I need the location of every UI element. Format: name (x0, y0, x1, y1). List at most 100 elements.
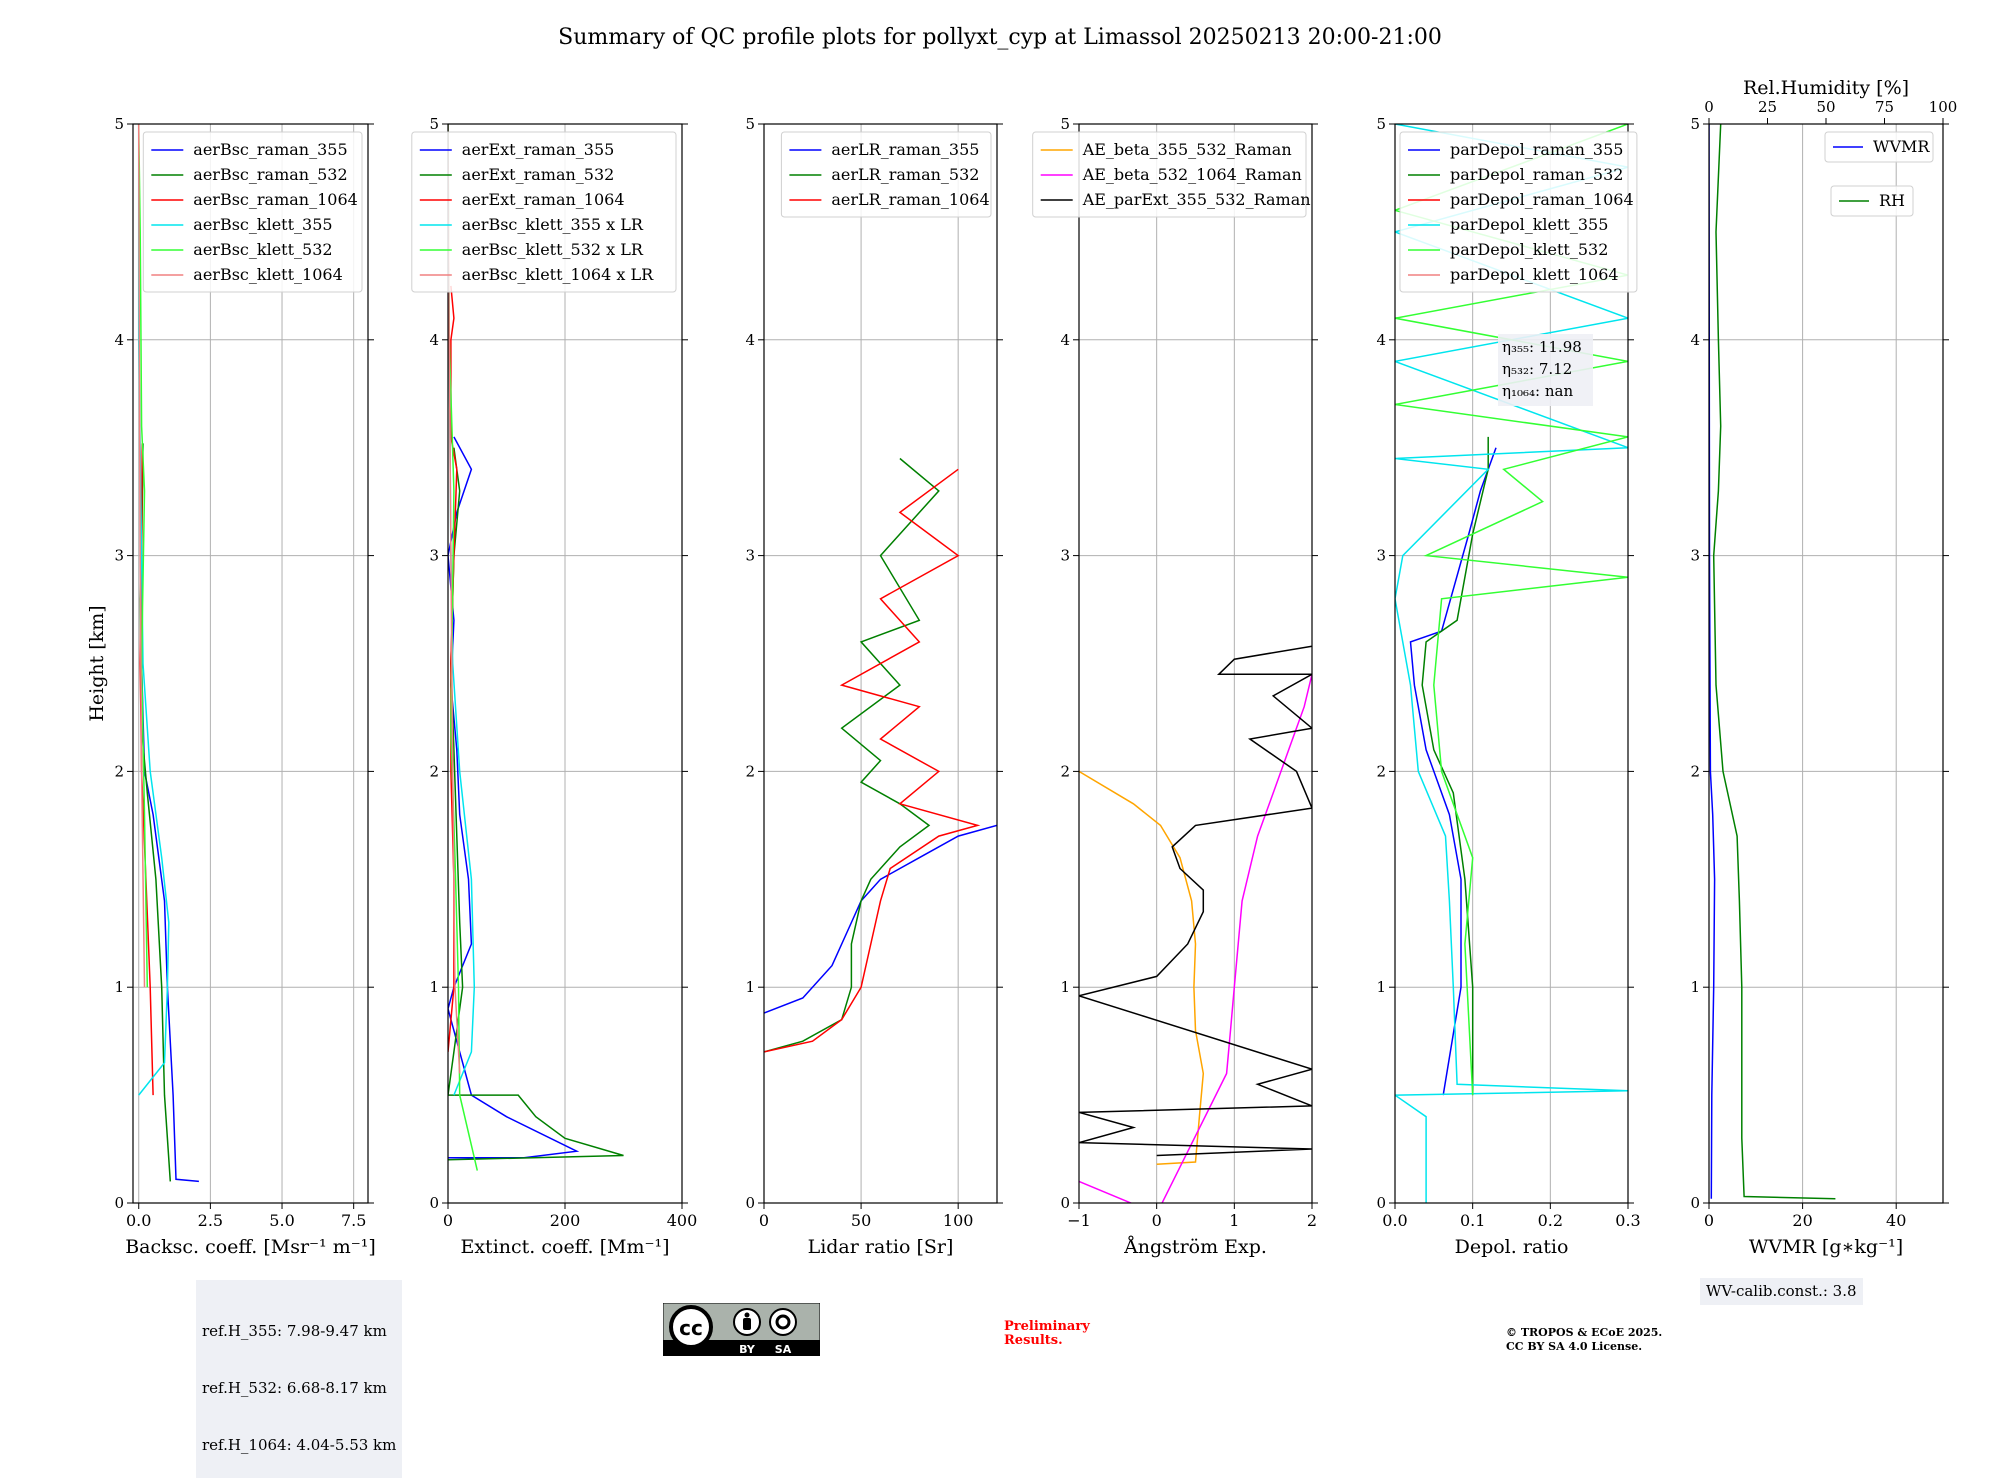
legend-label: AE_beta_355_532_Raman (1082, 140, 1292, 159)
legend-box (1824, 131, 1934, 163)
y-tick-label: 2 (114, 762, 124, 780)
annotation-line: η₅₃₂: 7.12 (1502, 360, 1572, 378)
y-tick-label: 0 (1060, 1194, 1070, 1212)
panel-bsc: 0.0 2.5 5.0 7.5 0 1 2 3 4 5 Backsc. coeff. [Msr⁻¹ … (86, 115, 376, 1258)
reference-height-box: ref.H_355: 7.98-9.47 km ref.H_532: 6.68-… (196, 1280, 403, 1478)
y-tick-label: 0 (1690, 1194, 1700, 1212)
y-axis-label: Height [km] (86, 605, 108, 721)
legend-box (411, 131, 677, 293)
y-tick-label: 2 (1690, 762, 1700, 780)
x2-tick-label: 0 (1704, 98, 1714, 116)
y-tick-label: 3 (1690, 547, 1700, 565)
y-tick-label: 1 (745, 978, 755, 996)
legend-label: aerExt_raman_355 (462, 140, 615, 159)
y-tick-label: 5 (1690, 115, 1700, 133)
legend-label: aerLR_raman_1064 (831, 190, 989, 209)
y-tick-label: 3 (429, 547, 439, 565)
axes-frame (1708, 123, 1944, 1204)
y-tick-label: 4 (1376, 331, 1386, 349)
legend-label: parDepol_klett_1064 (1450, 265, 1619, 284)
legend-label: parDepol_raman_355 (1450, 140, 1623, 159)
wv-calibration-box: WV-calib.const.: 3.8 (1700, 1278, 1863, 1305)
y-tick-label: 2 (745, 762, 755, 780)
panel-depol: 0.0 0.1 0.2 0.3 0 1 2 3 4 5 Depol. ratio parDepol_r… (1376, 115, 1640, 1258)
series-aerLR_raman_1064 (764, 468, 981, 1053)
y-tick-label: 3 (1060, 547, 1070, 565)
annotation-box (1498, 334, 1593, 406)
series-parDepol_klett_532 (1395, 124, 1628, 1096)
x-tick-label: 40 (1886, 1211, 1906, 1230)
series-parDepol_klett_355 (1395, 124, 1628, 1203)
series-group (1709, 124, 1836, 1200)
x-tick-label: 0.2 (1538, 1211, 1563, 1230)
x2-tick-label: 100 (1929, 98, 1958, 116)
y-tick-label: 5 (1376, 115, 1386, 133)
legend: aerExt_raman_355 aerExt_raman_532 aerExt_r… (411, 131, 677, 293)
grid (1078, 123, 1313, 1204)
legend-WVMR: WVMR (1824, 131, 1934, 163)
x-tick-label: 0.1 (1460, 1211, 1485, 1230)
y-tick-label: 1 (429, 978, 439, 996)
legend-box (1032, 131, 1307, 218)
y-tick-label: 0 (429, 1194, 439, 1212)
ref-height-355: ref.H_355: 7.98-9.47 km (202, 1322, 387, 1340)
legend-label: aerBsc_klett_1064 (193, 265, 342, 284)
cc-by-sa-license-badge[interactable]: cc BY SA (663, 1303, 820, 1356)
series-RH (1712, 124, 1836, 1200)
legend: aerLR_raman_355 aerLR_raman_532 aerLR_rama… (780, 131, 992, 218)
x-tick-label: 0.3 (1615, 1211, 1640, 1230)
legend-label: RH (1879, 191, 1905, 210)
y-tick-label: 5 (1060, 115, 1070, 133)
y-tick-label: 4 (114, 331, 124, 349)
figure-title: Summary of QC profile plots for pollyxt_… (558, 25, 1442, 50)
legend-label: parDepol_raman_532 (1450, 165, 1623, 184)
y-tick-label: 5 (429, 115, 439, 133)
x-tick-label: 1 (1229, 1211, 1239, 1230)
legend-label: aerBsc_raman_1064 (193, 190, 358, 209)
legend-label: aerLR_raman_532 (831, 165, 979, 184)
ref-height-1064: ref.H_1064: 4.04-5.53 km (202, 1436, 397, 1454)
series-aerBsc_klett_532 (137, 124, 149, 988)
y-tick-label: 1 (114, 978, 124, 996)
grid (1708, 123, 1943, 1204)
annotation-line: η₃₅₅: 11.98 (1502, 338, 1582, 356)
panel-wv: 0 20 40 0 1 2 3 4 5 WVMR [g∗kg⁻¹] 0 25 50 75 100 Rel.Hu… (1690, 77, 1957, 1258)
series-parDepol_raman_355 (1409, 447, 1497, 1096)
x-tick-label: 0.0 (126, 1211, 151, 1230)
x-axis-label: Backsc. coeff. [Msr⁻¹ m⁻¹] (125, 1236, 376, 1258)
y-tick-label: 3 (745, 547, 755, 565)
axes-frame (1394, 123, 1629, 1204)
x-tick-label: 400 (667, 1211, 698, 1230)
legend-label: aerExt_raman_532 (462, 165, 615, 184)
x-tick-label: 0 (443, 1211, 453, 1230)
x-tick-label: −1 (1067, 1211, 1091, 1230)
series-group (137, 124, 199, 1183)
legend: parDepol_raman_355 parDepol_raman_532 parD… (1399, 131, 1638, 293)
x-axis-label: Extinct. coeff. [Mm⁻¹] (460, 1236, 669, 1258)
x-tick-label: 0.0 (1382, 1211, 1407, 1230)
legend-label: aerBsc_raman_532 (193, 165, 347, 184)
x2-tick-label: 50 (1816, 98, 1835, 116)
series-AE_parExt_355_532_Raman (1079, 645, 1312, 1157)
x-axis-label: Lidar ratio [Sr] (808, 1236, 954, 1258)
legend-label: aerExt_raman_1064 (462, 190, 625, 209)
series-group (764, 457, 997, 1053)
series-group (448, 124, 624, 1171)
series-group (1395, 124, 1628, 1203)
y-tick-label: 2 (429, 762, 439, 780)
x-axis-label: WVMR [g∗kg⁻¹] (1749, 1236, 1903, 1258)
legend-label: aerBsc_klett_532 x LR (462, 240, 644, 259)
legend-box (1399, 131, 1638, 293)
legend: AE_beta_355_532_Raman AE_beta_532_1064_Ra… (1032, 131, 1311, 218)
attribution-icon (733, 1308, 761, 1336)
series-aerLR_raman_355 (764, 824, 997, 1014)
series-aerLR_raman_532 (764, 457, 940, 1053)
legend-label: AE_parExt_355_532_Raman (1082, 190, 1311, 209)
y-tick-label: 1 (1690, 978, 1700, 996)
series-aerBsc_klett_1064 (137, 124, 146, 988)
x-axis-label: Depol. ratio (1455, 1236, 1569, 1258)
figure: Summary of QC profile plots for pollyxt_… (86, 25, 1957, 1258)
legend-label: aerBsc_raman_355 (193, 140, 347, 159)
y-tick-label: 0 (745, 1194, 755, 1212)
